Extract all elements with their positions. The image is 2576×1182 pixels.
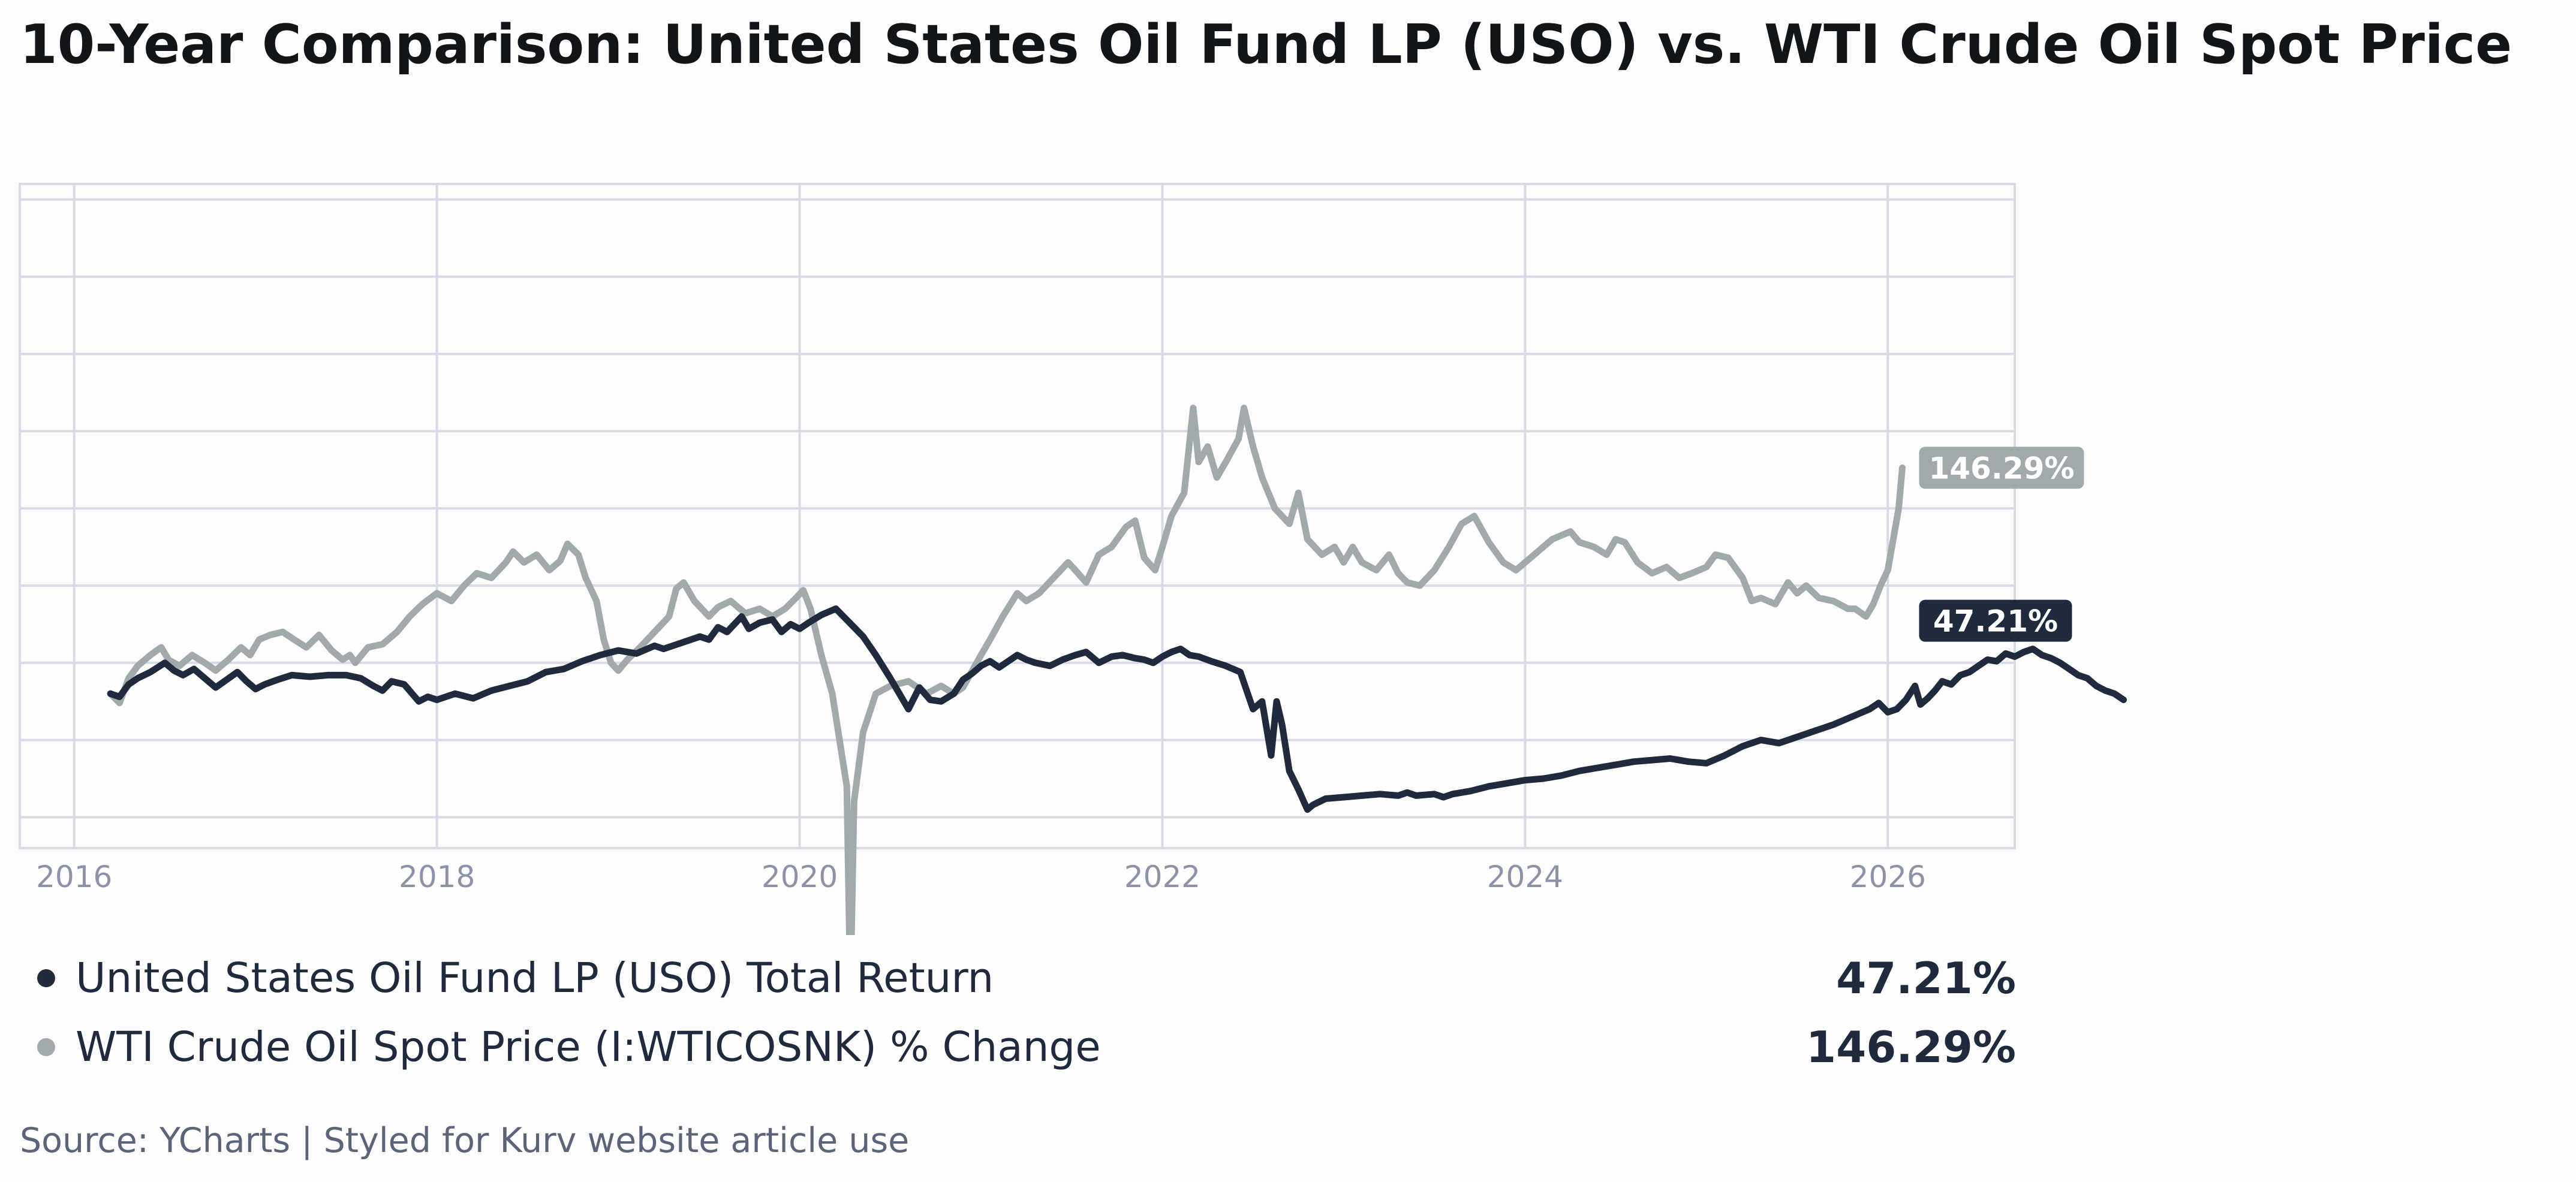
source-note: Source: YCharts | Styled for Kurv websit… bbox=[20, 1121, 910, 1160]
legend-dot-icon bbox=[37, 969, 55, 987]
x-tick-label: 2016 bbox=[36, 860, 112, 894]
legend-value: 146.29% bbox=[1806, 1022, 2016, 1072]
legend-label: United States Oil Fund LP (USO) Total Re… bbox=[76, 954, 994, 1002]
x-tick-label: 2026 bbox=[1850, 860, 1926, 894]
legend-row-wti: WTI Crude Oil Spot Price (I:WTICOSNK) % … bbox=[37, 1017, 2016, 1077]
x-tick-label: 2022 bbox=[1124, 860, 1200, 894]
plot-frame bbox=[19, 183, 2016, 849]
legend-dot-icon bbox=[37, 1038, 55, 1056]
x-tick-label: 2024 bbox=[1487, 860, 1563, 894]
series-line-wti bbox=[107, 405, 1906, 935]
x-tick-label: 2018 bbox=[399, 860, 475, 894]
legend-value: 47.21% bbox=[1836, 953, 2016, 1003]
legend-label: WTI Crude Oil Spot Price (I:WTICOSNK) % … bbox=[76, 1023, 1101, 1071]
end-value-label: 47.21% bbox=[1933, 604, 2058, 639]
series-line-uso bbox=[107, 605, 2127, 813]
x-tick-label: 2020 bbox=[762, 860, 838, 894]
legend-row-uso: United States Oil Fund LP (USO) Total Re… bbox=[37, 948, 2016, 1008]
line-chart: 2016 2018 2020 2022 2024 2026 47.21% 146.29% bbox=[19, 183, 2127, 935]
end-value-badge bbox=[1919, 447, 2084, 489]
chart-title: 10-Year Comparison: United States Oil Fu… bbox=[20, 13, 2512, 76]
end-value-badge bbox=[1919, 599, 2072, 642]
end-value-label: 146.29% bbox=[1928, 451, 2074, 486]
